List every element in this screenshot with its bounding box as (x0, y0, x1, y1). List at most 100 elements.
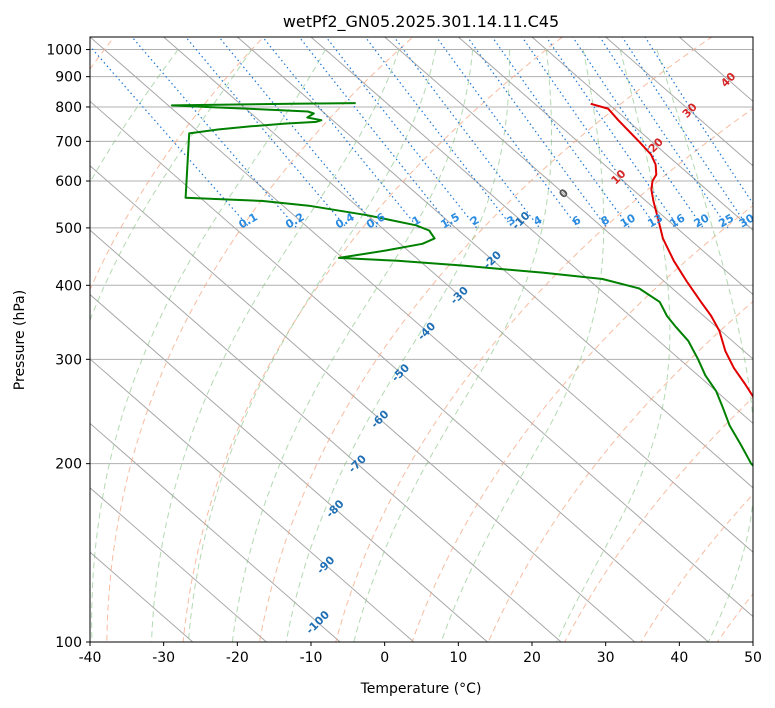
mixing-ratio-label: 36 (758, 211, 775, 230)
dry-adiabat-line (335, 107, 753, 642)
mixing-ratio-line (184, 37, 348, 229)
moist-adiabat-line (90, 49, 253, 322)
dry-adiabat-line (640, 493, 753, 642)
isotherm-line (383, 37, 753, 360)
y-axis-title: Pressure (hPa) (12, 290, 28, 390)
isotherm-line (90, 293, 489, 642)
x-axis-title: Temperature (°C) (360, 681, 482, 697)
dry-adiabat-line (182, 37, 564, 642)
isotherm-label: -10 (509, 209, 532, 232)
isotherm-line (604, 37, 753, 167)
mixing-ratio-line (131, 37, 298, 229)
mixing-ratio-line (521, 37, 658, 229)
x-tick-label: -20 (226, 650, 249, 666)
isotherm-line (678, 37, 753, 103)
y-tick-label: 700 (55, 134, 82, 150)
isotherm-line (90, 229, 562, 642)
isotherm-line (90, 100, 710, 642)
isotherm-label: -80 (323, 497, 346, 520)
x-tick-label: -30 (152, 650, 175, 666)
dry-adiabat-line (716, 593, 753, 642)
mixing-ratio-line (298, 37, 453, 229)
y-tick-label: 600 (55, 174, 82, 190)
moist-adiabat-line (556, 49, 671, 642)
moist-adiabat-line (440, 49, 605, 642)
isotherm-lines (90, 37, 753, 642)
moist-adiabat-line (353, 49, 552, 642)
mixing-ratio-label: 30 (737, 211, 757, 230)
isotherm-line (90, 358, 415, 642)
chart-title: wetPf2_GN05.2025.301.14.11.C45 (283, 12, 559, 32)
isotherm-line (90, 422, 341, 642)
dry-adiabat-line (564, 396, 753, 642)
isotherm-line (90, 37, 753, 618)
mixing-ratio-line (218, 37, 379, 229)
moist-adiabat-lines (90, 49, 753, 642)
isotherm-line (236, 37, 753, 489)
x-tick-label: 40 (670, 650, 688, 666)
y-tick-label: 900 (55, 70, 82, 86)
temperature-profile-line (590, 102, 753, 399)
isotherm-line (310, 37, 753, 425)
y-tick-label: 500 (55, 221, 82, 237)
dry-adiabat-line (90, 37, 265, 291)
moist-adiabat-line (187, 49, 437, 642)
y-tick-label: 100 (55, 635, 82, 651)
x-tick-label: 0 (380, 650, 389, 666)
isotherm-line (752, 37, 753, 38)
isotherm-line (90, 551, 194, 642)
moist-adiabat-line (151, 49, 400, 642)
mixing-ratio-line (599, 37, 729, 229)
moist-adiabat-line (231, 49, 474, 642)
x-tick-label: -40 (79, 650, 102, 666)
x-axis-ticks: -40 -30 -20 -10 0 10 20 30 40 50 (79, 642, 762, 666)
mixing-ratio-line (572, 37, 704, 229)
dewpoint-profile-line (170, 102, 753, 467)
mixing-ratio-label: 4 (531, 213, 544, 228)
y-tick-label: 200 (55, 457, 82, 473)
isotherm-line (90, 487, 268, 642)
mixing-ratio-line (545, 37, 680, 229)
isotherm-label: -40 (415, 319, 438, 342)
dry-adiabat-line (258, 37, 713, 642)
isotherm-label: -30 (448, 284, 471, 307)
isotherm-line (90, 165, 636, 642)
y-tick-label: 1000 (46, 43, 82, 59)
plot-frame (89, 36, 754, 643)
y-tick-label: 400 (55, 278, 82, 294)
x-tick-label: 50 (744, 650, 762, 666)
moist-adiabat-line (91, 49, 326, 642)
isotherm-label: -60 (368, 407, 391, 430)
moist-adiabat-line (656, 49, 753, 642)
isotherm-label: -100 (303, 608, 332, 637)
x-tick-label: -10 (300, 650, 323, 666)
moist-adiabat-line (285, 49, 511, 642)
isotherm-label: -90 (314, 553, 337, 576)
mixing-ratio-label: 6 (570, 213, 583, 228)
mixing-ratio-line (435, 37, 579, 229)
y-axis-ticks: 1000 900 800 700 600 500 400 300 200 100 (46, 43, 90, 651)
plot-area: 0.1 0.2 0.4 0.6 1 1.5 2 3 4 6 8 10 13 16 20 25 30 36-100-… (90, 37, 775, 642)
dry-adiabat-line (106, 37, 414, 642)
mixing-ratio-label: 2 (468, 213, 481, 228)
dry-adiabat-lines (90, 37, 753, 642)
moist-adiabat-line (90, 49, 179, 184)
mixing-ratio-line (393, 37, 540, 229)
dry-adiabat-line (487, 300, 753, 642)
mixing-ratio-line (466, 37, 608, 229)
mixing-ratio-line (90, 45, 251, 229)
mixing-ratio-line (491, 37, 631, 229)
x-tick-label: 30 (597, 650, 615, 666)
mixing-ratio-lines (90, 37, 753, 229)
isotherm-line (457, 37, 753, 296)
isotherm-line (531, 37, 753, 231)
x-tick-label: 20 (523, 650, 541, 666)
y-tick-label: 800 (55, 100, 82, 116)
mixing-ratio-line (325, 37, 478, 229)
dry-adiabat-line (411, 204, 753, 642)
sounding-profiles (170, 102, 753, 467)
wet-bulb-label: 40 (718, 70, 738, 90)
isotherm-label: -50 (389, 361, 412, 384)
x-tick-label: 10 (449, 650, 467, 666)
